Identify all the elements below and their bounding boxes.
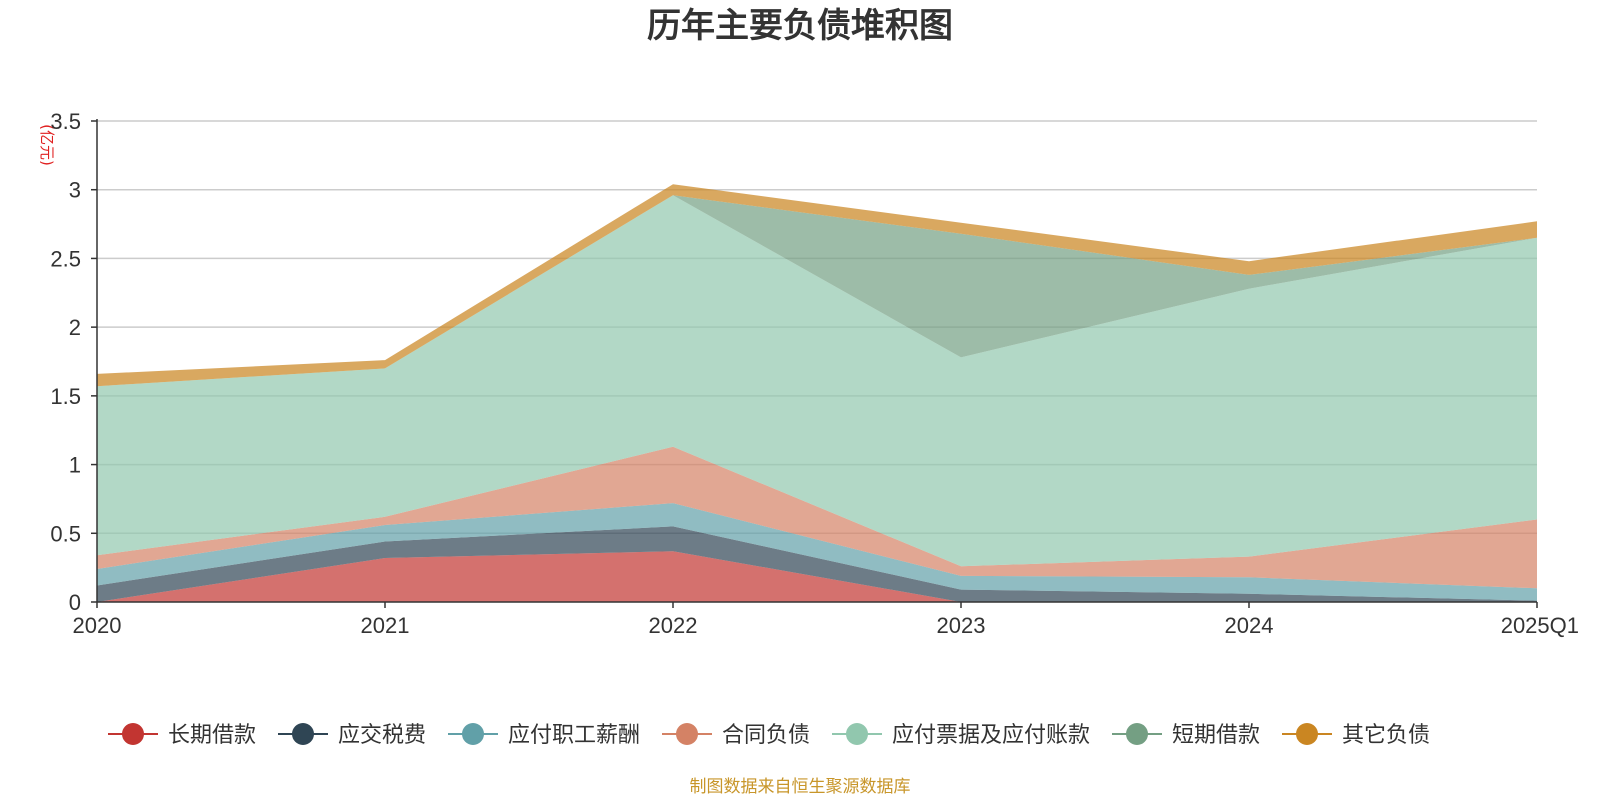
y-tick-label: 1.5 [50,384,81,409]
legend-item[interactable]: 应交税费 [278,723,426,748]
legend-item[interactable]: 其它负债 [1282,723,1430,748]
series-area-6 [97,195,1537,387]
chart-title: 历年主要负债堆积图 [647,6,953,46]
series-area-4 [97,446,1537,589]
legend-label: 应付票据及应付账款 [892,723,1090,748]
data-source-note: 制图数据来自恒生聚源数据库 [690,777,911,797]
y-tick-label: 2 [69,315,81,340]
y-tick-label: 3.5 [50,109,81,134]
legend-item[interactable]: 长期借款 [108,723,256,748]
x-tick-label: 2020 [73,613,122,638]
x-tick-label: 2023 [937,613,986,638]
legend-marker [1296,723,1318,745]
y-tick-label: 1 [69,453,81,478]
legend: 长期借款 应交税费 应付职工薪酬 合同负债 应付票据及应付账款 短期借款 其它负债 [108,723,1430,748]
stacked-areas [97,184,1537,602]
legend-label: 短期借款 [1172,723,1260,748]
x-tick-label: 2021 [361,613,410,638]
y-tick-label: 0.5 [50,521,81,546]
x-tick-label: 2024 [1225,613,1274,638]
legend-label: 其它负债 [1342,723,1430,748]
x-tick-label: 2022 [649,613,698,638]
legend-label: 应付职工薪酬 [508,723,640,748]
legend-marker [122,723,144,745]
legend-item[interactable]: 应付票据及应付账款 [832,723,1090,748]
series-area-3 [97,503,1537,601]
y-tick-label: 0 [69,590,81,615]
legend-marker [292,723,314,745]
y-axis-unit-label: (亿元) [38,124,56,166]
series-area-5 [97,195,1537,567]
legend-marker [846,723,868,745]
legend-item[interactable]: 短期借款 [1112,723,1260,748]
legend-marker [462,723,484,745]
y-tick-label: 2.5 [50,246,81,271]
axes: 0 0.5 1 1.5 2 2.5 3 3.5 2020 2021 2022 2023 2024 2025… [50,109,1579,638]
series-area-2 [97,526,1537,602]
legend-label: 应交税费 [338,723,426,748]
y-tick-label: 3 [69,178,81,203]
series-area-1 [97,551,1537,602]
legend-item[interactable]: 合同负债 [662,723,810,748]
legend-item[interactable]: 应付职工薪酬 [448,723,640,748]
legend-marker [676,723,698,745]
legend-marker [1126,723,1148,745]
legend-label: 长期借款 [168,723,256,748]
legend-label: 合同负债 [722,723,810,748]
x-tick-label: 2025Q1 [1501,613,1579,638]
